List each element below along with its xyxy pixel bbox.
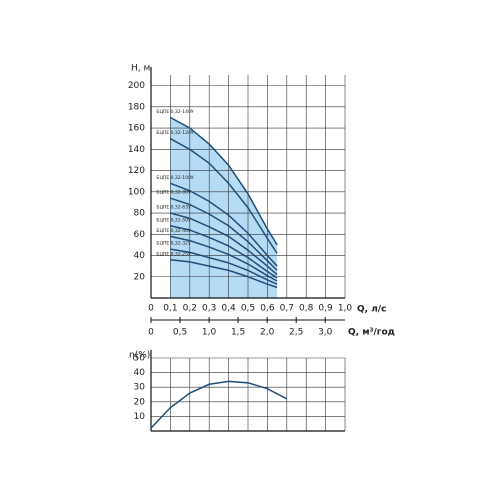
series-label: БЦПЕ 0,32-25У — [156, 251, 191, 257]
x-tick-label: 0,6 — [260, 304, 275, 314]
line-series — [170, 116, 278, 246]
x-tick-label: 0,9 — [318, 304, 333, 314]
y-tick-label: 30 — [134, 383, 146, 393]
x2-axis-label: Q, м³/год — [348, 328, 395, 338]
x-tick-label: 0,4 — [221, 304, 236, 314]
y-tick-label: 10 — [134, 412, 146, 422]
series-label: БЦПЕ 0,32-120У — [156, 130, 193, 136]
y-tick-label: 50 — [134, 354, 146, 364]
x-tick-label: 0,3 — [202, 304, 216, 314]
x-axis-label: Q, л/с — [357, 305, 386, 315]
line-series — [170, 212, 278, 276]
series-label: БЦПЕ 0,32-63У — [156, 205, 191, 211]
y-tick-label: 20 — [134, 272, 146, 282]
x-tick-label: 0,2 — [183, 304, 197, 314]
x2-tick-label: 3,0 — [318, 328, 333, 338]
x-tick-label: 0,1 — [163, 304, 177, 314]
x-tick-label: 0,7 — [280, 304, 294, 314]
y-axis-label: H, м — [131, 64, 150, 74]
x2-tick-label: 1,5 — [231, 328, 245, 338]
x2-tick-label: 2,0 — [260, 328, 275, 338]
series-label: БЦПЕ 0,32-100У — [156, 175, 193, 181]
y-tick-label: 120 — [128, 166, 145, 176]
x2-tick-label: 0,5 — [173, 328, 187, 338]
x2-tick-label: 2,5 — [289, 328, 303, 338]
y-tick-label: 80 — [134, 209, 146, 219]
y-tick-label: 180 — [128, 102, 145, 112]
line-series — [170, 225, 278, 279]
y-tick-label: 140 — [128, 145, 145, 155]
y-tick-label: 40 — [134, 368, 146, 378]
x2-tick-label: 0 — [148, 328, 154, 338]
line-series — [170, 235, 278, 282]
series-label: БЦПЕ 0,32-50У — [156, 217, 191, 223]
line-series — [170, 197, 278, 271]
x-tick-label: 0 — [148, 304, 154, 314]
y-tick-label: 60 — [134, 230, 146, 240]
y-tick-label: 40 — [134, 251, 146, 261]
line-series — [170, 138, 278, 254]
y-tick-label: 160 — [128, 124, 145, 134]
x-tick-label: 1,0 — [338, 304, 353, 314]
y-tick-label: 20 — [134, 397, 146, 407]
series-label: БЦПЕ 0,32-140У — [156, 109, 193, 115]
y-axis-label: η(%) — [129, 351, 150, 361]
line-series — [170, 259, 278, 289]
series-label: БЦПЕ 0,32-80У — [156, 190, 191, 196]
line-series — [170, 182, 278, 267]
y-tick-label: 200 — [128, 81, 145, 91]
series-label: БЦПЕ 0,32-40У — [156, 228, 191, 234]
line-series — [170, 248, 278, 285]
x2-tick-label: 1,0 — [202, 328, 217, 338]
line-series — [150, 380, 288, 429]
x-tick-label: 0,8 — [299, 304, 314, 314]
series-label: БЦПЕ 0,32-32У — [156, 241, 191, 247]
x-tick-label: 0,5 — [241, 304, 255, 314]
y-tick-label: 100 — [128, 187, 145, 197]
